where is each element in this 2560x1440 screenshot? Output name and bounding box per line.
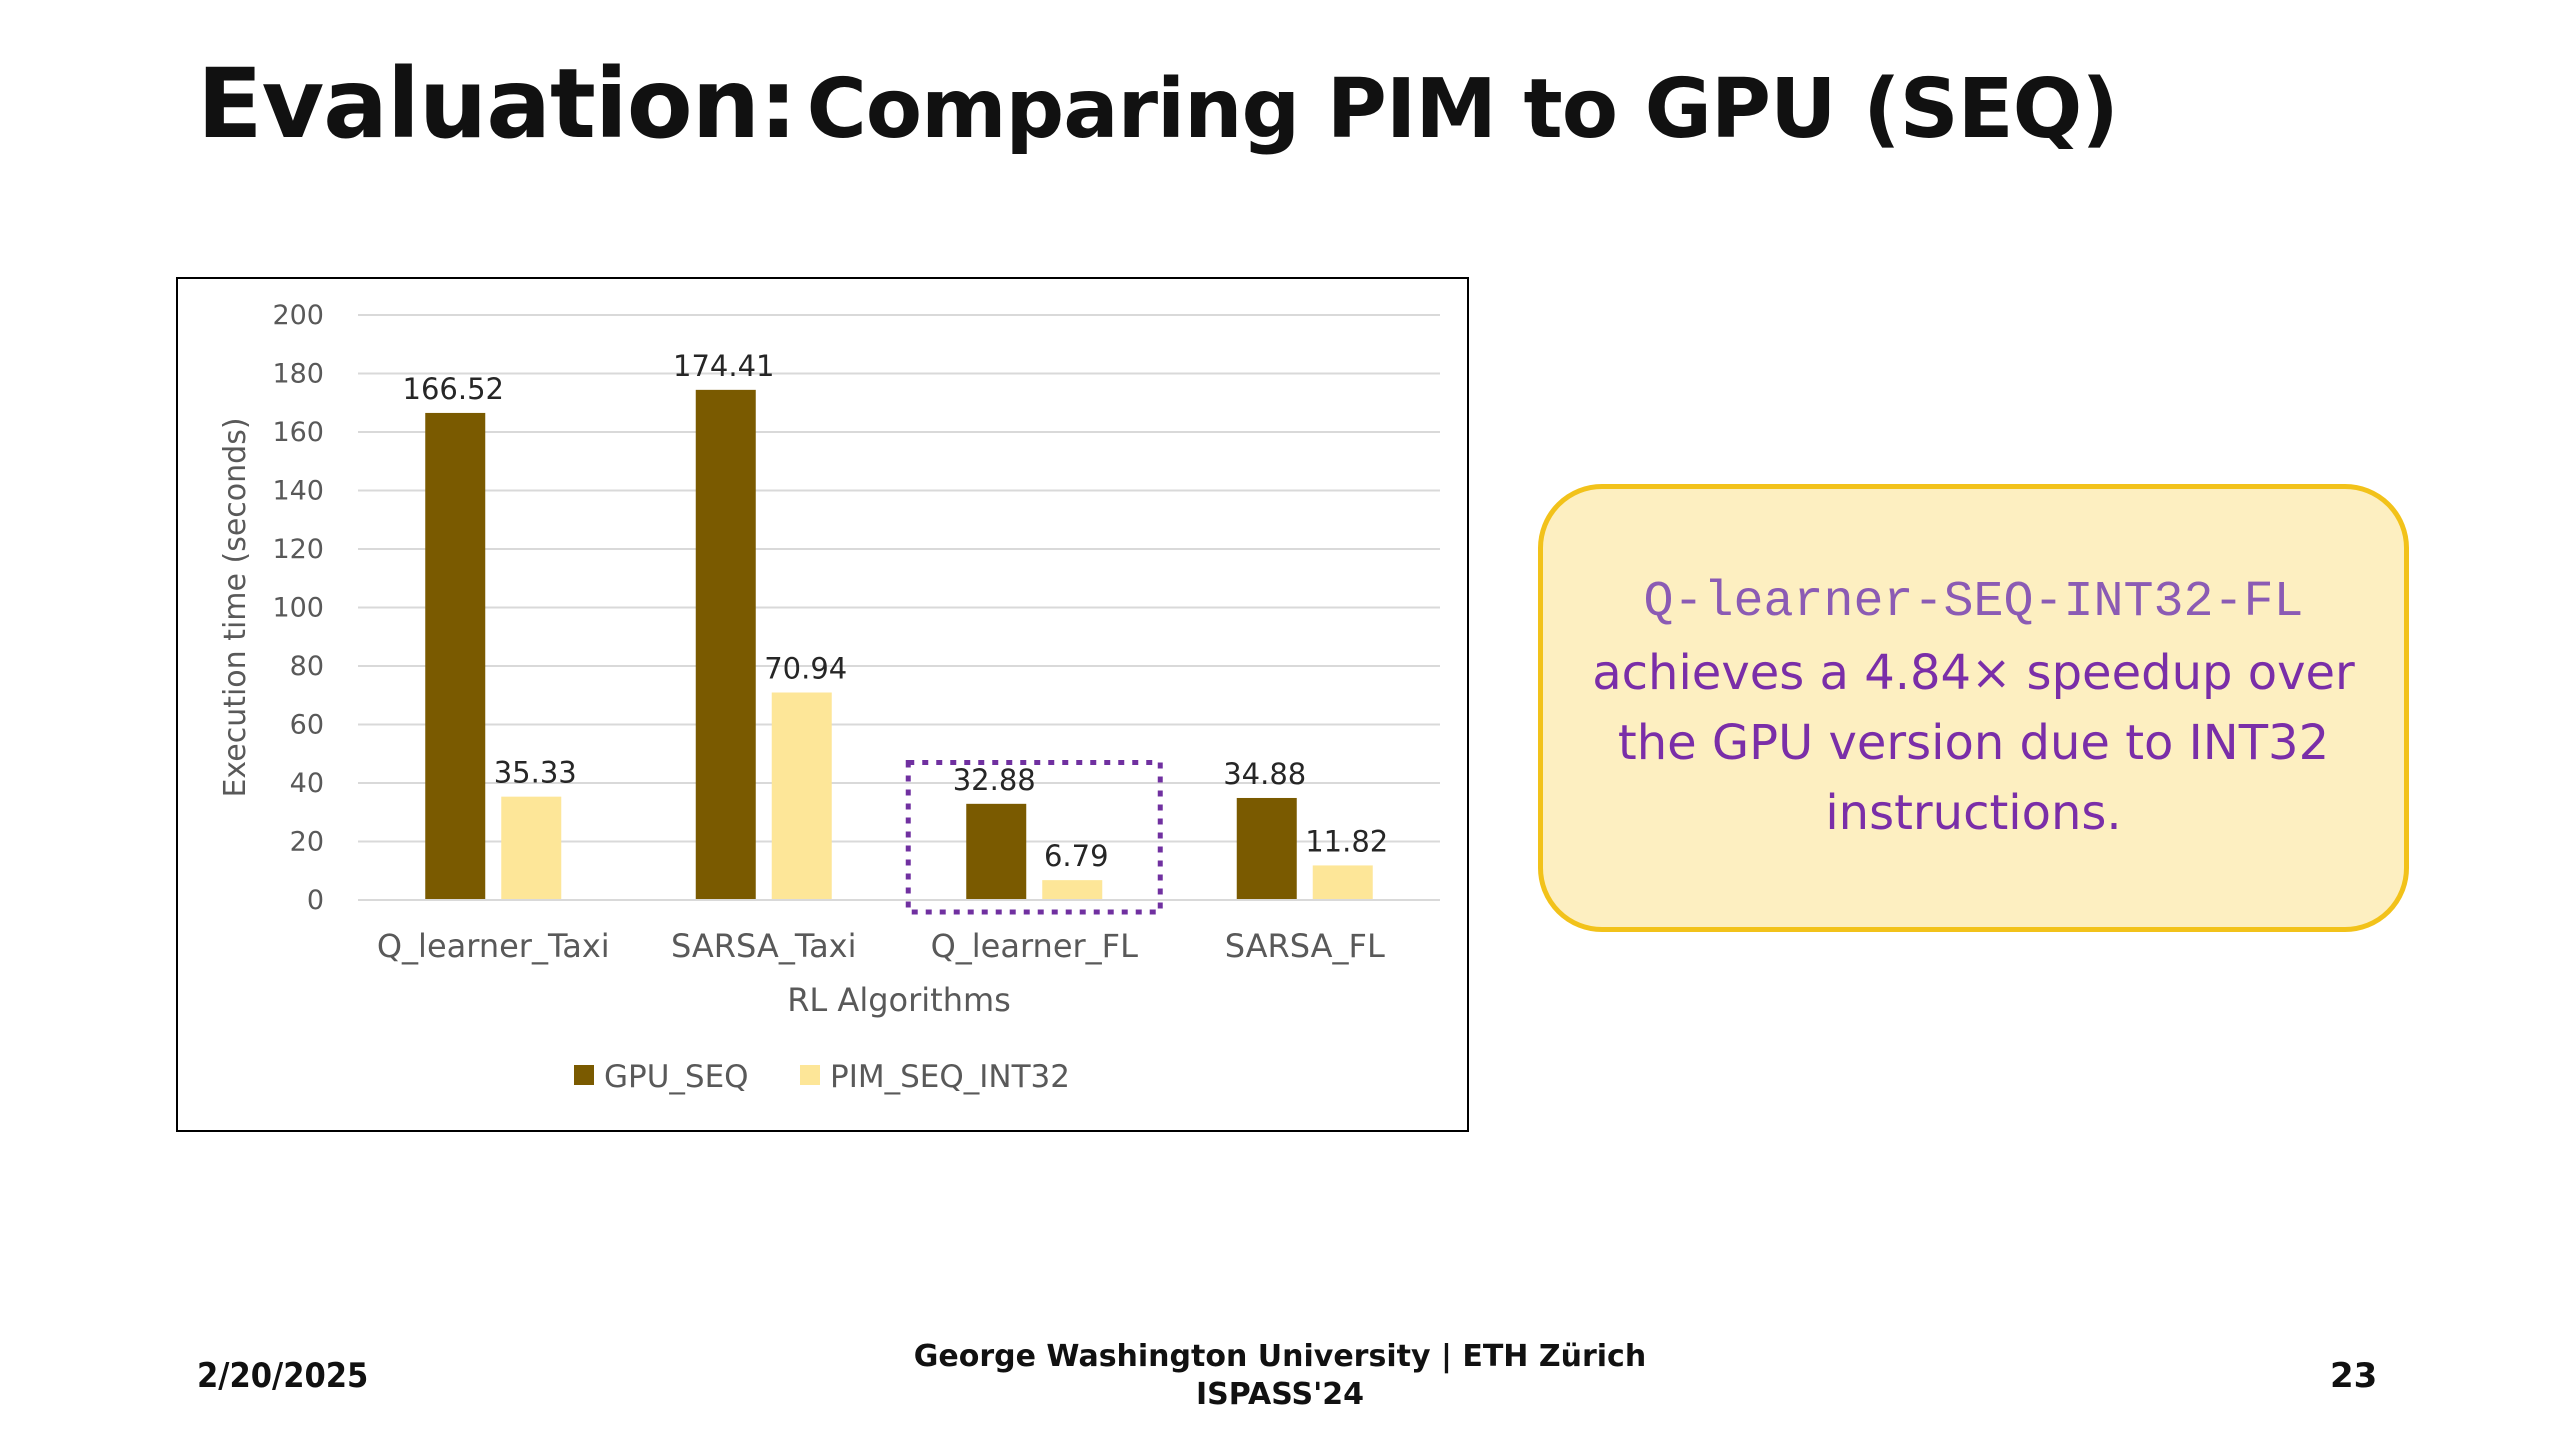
- y-tick-label: 140: [272, 476, 324, 507]
- data-label: 174.41: [673, 349, 774, 383]
- y-tick-label: 100: [272, 593, 324, 624]
- data-label: 35.33: [494, 756, 577, 790]
- y-tick-label: 200: [272, 300, 324, 331]
- legend-swatch: [800, 1065, 820, 1085]
- execution-time-chart: 0 20 40 60 80 100 120 140 160 180 200 Execution tim…: [176, 277, 1469, 1132]
- speedup-callout: Q-learner-SEQ-INT32-FL achieves a 4.84× …: [1538, 484, 2409, 932]
- footer-date: 2/20/2025: [197, 1356, 369, 1396]
- x-tick-label: SARSA_Taxi: [671, 927, 857, 965]
- y-tick-label: 80: [290, 651, 324, 682]
- data-label: 11.82: [1305, 824, 1388, 858]
- y-tick-label: 20: [290, 827, 324, 858]
- y-tick-label: 160: [272, 417, 324, 448]
- footer-line-2: ISPASS'24: [1195, 1377, 1365, 1412]
- page-number: 23: [2330, 1356, 2378, 1396]
- data-label: 6.79: [1044, 839, 1109, 873]
- x-tick-label: Q_learner_Taxi: [377, 927, 610, 965]
- slide-title-sub: Comparing PIM to GPU (SEQ): [806, 62, 2119, 157]
- bar-gpu-seq: [966, 803, 1027, 900]
- data-label: 32.88: [953, 763, 1036, 797]
- bar-pim-seq-int32: [771, 692, 832, 900]
- bar-pim-seq-int32: [1312, 865, 1373, 900]
- slide-title-main: Evaluation:: [197, 48, 797, 160]
- y-tick-label: 180: [272, 359, 324, 390]
- bar-pim-seq-int32: [1042, 880, 1103, 900]
- callout-code: Q-learner-SEQ-INT32-FL: [1643, 574, 2304, 631]
- y-tick-label: 0: [307, 885, 324, 916]
- y-tick-label: 60: [290, 710, 324, 741]
- x-axis-label: RL Algorithms: [787, 981, 1011, 1019]
- data-label: 34.88: [1223, 757, 1306, 791]
- y-tick-label: 120: [272, 534, 324, 565]
- legend-label: PIM_SEQ_INT32: [830, 1059, 1070, 1095]
- y-tick-label: 40: [290, 768, 324, 799]
- bar-gpu-seq: [425, 412, 486, 900]
- legend-label: GPU_SEQ: [604, 1059, 749, 1095]
- bar-pim-seq-int32: [501, 796, 562, 900]
- highlight-box: [905, 760, 1163, 915]
- legend-swatch: [574, 1065, 594, 1085]
- data-label: 70.94: [764, 652, 847, 686]
- data-label: 166.52: [403, 372, 504, 406]
- y-axis-label: Execution time (seconds): [218, 417, 253, 797]
- callout-text: achieves a 4.84× speedup over the GPU ve…: [1592, 645, 2355, 841]
- bar-gpu-seq: [695, 389, 756, 900]
- footer-line-1: George Washington University | ETH Züric…: [913, 1339, 1647, 1374]
- slide-title: Evaluation: Comparing PIM to GPU (SEQ): [197, 48, 2119, 160]
- footer-affiliation: George Washington University | ETH Züric…: [880, 1338, 1680, 1414]
- bar-gpu-seq: [1236, 797, 1297, 900]
- bar-chart-svg: 0 20 40 60 80 100 120 140 160 180 200 Execution tim…: [218, 300, 1440, 1095]
- x-tick-label: SARSA_FL: [1225, 927, 1385, 965]
- x-tick-label: Q_learner_FL: [931, 927, 1139, 965]
